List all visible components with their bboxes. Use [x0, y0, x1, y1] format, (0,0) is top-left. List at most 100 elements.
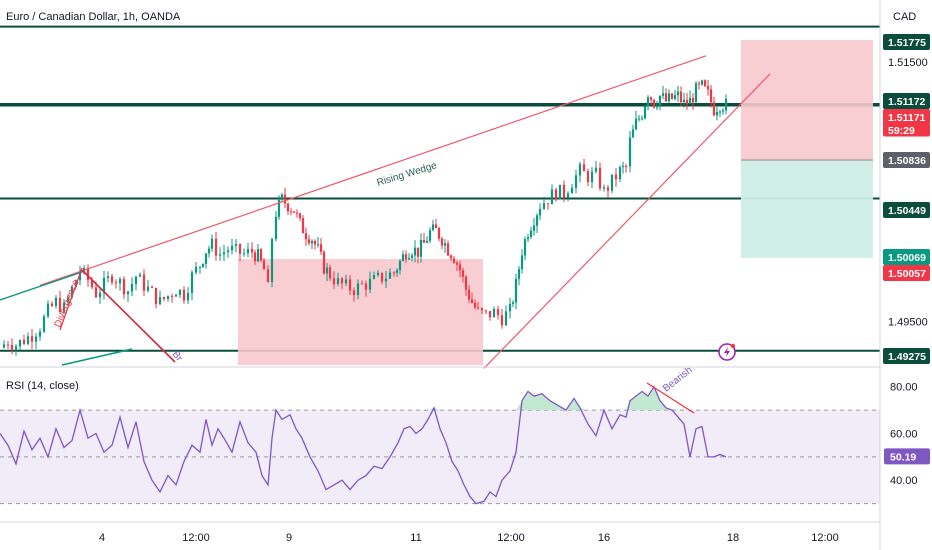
- price-tag-label: 1.50449: [888, 205, 926, 217]
- candle-body: [30, 336, 34, 342]
- candle-body: [380, 272, 384, 282]
- downtrend-line-red[interactable]: [81, 269, 176, 363]
- candle-body: [336, 278, 340, 285]
- candle-body: [332, 278, 336, 285]
- candle-body: [34, 336, 38, 342]
- candle-body: [356, 283, 360, 296]
- consolidation-zone: [238, 259, 483, 365]
- candle-body: [570, 187, 574, 194]
- bearish-divergence-line[interactable]: [646, 382, 695, 414]
- candle-body: [204, 253, 208, 264]
- rsi-overbought-segment: [654, 386, 660, 411]
- candle-body: [661, 93, 665, 96]
- candle-body: [532, 225, 536, 231]
- candle-body: [328, 267, 332, 279]
- candle-body: [198, 266, 202, 268]
- divergence-line-green[interactable]: [0, 270, 86, 301]
- candle-body: [360, 283, 364, 285]
- candle-body: [610, 174, 614, 191]
- rsi-overbought-fill: [428, 386, 672, 411]
- rsi-title[interactable]: RSI (14, close): [6, 380, 79, 392]
- rsi-overbought-segment: [648, 386, 654, 411]
- candle-body: [322, 251, 326, 274]
- rsi-line[interactable]: [0, 385, 727, 505]
- candle-body: [207, 248, 211, 254]
- rsi-overbought-segment: [630, 396, 636, 411]
- rsi-overbought-segment: [580, 407, 588, 411]
- rsi-overbought-segment: [522, 391, 528, 411]
- time-label: 18: [727, 532, 739, 544]
- candle-body: [594, 167, 598, 172]
- price-tag-bg: [883, 93, 930, 109]
- time-label: 12:00: [182, 532, 210, 544]
- candle-body: [90, 280, 94, 288]
- candle-body: [652, 99, 656, 108]
- candle-body: [721, 110, 725, 112]
- candle-body: [470, 299, 474, 303]
- candle-body: [410, 255, 414, 259]
- rsi-overbought-segment: [542, 393, 550, 411]
- candle-body: [138, 274, 142, 277]
- time-label: 9: [286, 532, 292, 544]
- candle-body: [715, 112, 719, 116]
- divergence-line-green-lower[interactable]: [61, 348, 133, 366]
- chart-title[interactable]: Euro / Canadian Dollar, 1h, OANDA: [6, 11, 181, 23]
- price-tag-bg: [883, 249, 930, 265]
- candle-body: [201, 263, 205, 267]
- candle-body: [425, 240, 429, 243]
- candle-body: [295, 212, 299, 214]
- candle-body: [446, 243, 450, 256]
- price-tick-label: 1.51500: [888, 57, 928, 69]
- candle-body: [416, 247, 420, 257]
- divergence-line-red[interactable]: [59, 267, 83, 331]
- price-tag-label: 1.51172: [888, 96, 926, 108]
- candle-body: [134, 276, 138, 285]
- candle-body: [118, 279, 122, 284]
- candle-body: [558, 184, 562, 200]
- candle-body: [431, 224, 435, 231]
- candle-body: [286, 203, 290, 212]
- candle-body: [388, 272, 392, 279]
- candle-body: [407, 258, 411, 260]
- candle-body: [50, 303, 54, 306]
- rsi-overbought-segment: [642, 391, 648, 411]
- candle-body: [70, 286, 74, 298]
- candle-body: [640, 118, 644, 120]
- wedge-line[interactable]: [39, 55, 707, 286]
- price-tag-bg: [883, 123, 930, 137]
- candle-body: [670, 93, 674, 99]
- rsi-overbought-segment: [434, 407, 440, 411]
- candle-body: [126, 291, 130, 295]
- rsi-ticks: 80.00 60.00 40.00: [890, 382, 918, 488]
- candle-body: [238, 243, 242, 254]
- candle-body: [182, 289, 186, 301]
- candle-body: [606, 187, 610, 191]
- candle-body: [574, 175, 578, 188]
- candle-body: [542, 203, 546, 209]
- candle-body: [673, 95, 677, 99]
- currency-label[interactable]: CAD: [893, 11, 916, 23]
- candle-body: [480, 308, 484, 311]
- candle-body: [166, 295, 170, 300]
- target-zone[interactable]: [741, 160, 873, 258]
- price-tag-label: 1.49275: [888, 351, 926, 363]
- time-label: 4: [99, 532, 105, 544]
- wedge-line[interactable]: [483, 73, 771, 369]
- time-axis-labels: 4 12:00 9 11 12:00 16 18 12:00: [99, 532, 839, 544]
- candle-body: [455, 262, 459, 265]
- price-tag-bg: [883, 34, 930, 50]
- candle-body: [226, 250, 230, 253]
- candle-body: [170, 295, 174, 297]
- lightning-icon[interactable]: [718, 343, 736, 361]
- stop-zone[interactable]: [741, 40, 873, 160]
- candle-body: [313, 241, 317, 245]
- price-tag-bg: [883, 202, 930, 218]
- candle-body: [110, 276, 114, 283]
- candle-body: [643, 106, 647, 119]
- candle-body: [413, 247, 417, 256]
- candle-body: [395, 270, 399, 273]
- candle-body: [114, 282, 118, 284]
- candle-body: [242, 253, 246, 255]
- price-tag-label: 1.50836: [888, 155, 926, 167]
